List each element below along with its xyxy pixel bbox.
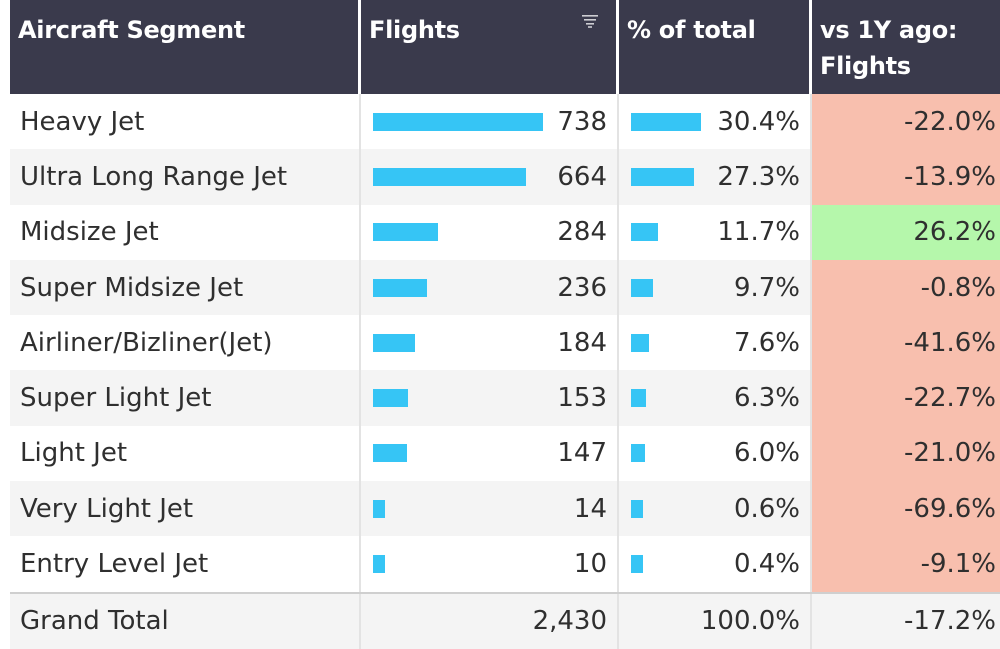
- flights-bar: [373, 167, 526, 186]
- header-percent-of-total[interactable]: % of total: [619, 0, 812, 94]
- table-row[interactable]: Light Jet 147 6.0% -21.0%: [10, 425, 1000, 482]
- percent-cell: 0.4%: [619, 536, 812, 592]
- vs-1y-value: -13.9%: [812, 149, 1000, 205]
- segment-name: Entry Level Jet: [10, 536, 361, 592]
- segment-name: Airliner/Bizliner(Jet): [10, 315, 361, 371]
- flights-bar: [373, 499, 385, 518]
- percent-value: 0.6%: [733, 493, 800, 524]
- vs-1y-value: -22.0%: [812, 94, 1000, 150]
- segment-name: Ultra Long Range Jet: [10, 149, 361, 205]
- segment-name: Very Light Jet: [10, 481, 361, 537]
- flights-cell: 14: [361, 481, 619, 537]
- percent-cell: 6.0%: [619, 425, 812, 482]
- segment-name: Light Jet: [10, 425, 361, 482]
- percent-bar: [631, 555, 643, 574]
- flights-value: 284: [557, 217, 607, 248]
- vs-1y-value: -21.0%: [812, 425, 1000, 482]
- flights-value: 738: [557, 106, 607, 137]
- percent-cell: 7.6%: [619, 315, 812, 371]
- table-row[interactable]: Very Light Jet 14 0.6% -69.6%: [10, 481, 1000, 537]
- percent-bar: [631, 167, 694, 186]
- header-aircraft-segment[interactable]: Aircraft Segment: [10, 0, 361, 94]
- flights-bar: [373, 333, 416, 352]
- flights-value: 14: [573, 493, 607, 524]
- table-header: Aircraft Segment Flights % of total vs 1…: [10, 0, 1000, 94]
- flights-cell: 153: [361, 370, 619, 426]
- flights-value: 147: [557, 438, 607, 469]
- total-percent: 100.0%: [619, 593, 812, 649]
- header-vs-1y-ago[interactable]: vs 1Y ago: Flights: [820, 16, 958, 80]
- percent-value: 30.4%: [717, 106, 800, 137]
- percent-value: 6.0%: [733, 438, 800, 469]
- flights-bar: [373, 112, 543, 131]
- percent-value: 6.3%: [733, 383, 800, 414]
- vs-1y-value: -9.1%: [812, 536, 1000, 592]
- percent-value: 27.3%: [717, 161, 800, 192]
- percent-cell: 30.4%: [619, 94, 812, 150]
- flights-bar: [373, 278, 428, 297]
- flights-value: 10: [573, 549, 607, 580]
- percent-value: 7.6%: [733, 327, 800, 358]
- flights-table: Aircraft Segment Flights % of total vs 1…: [10, 0, 1000, 649]
- table-row[interactable]: Midsize Jet 284 11.7% 26.2%: [10, 204, 1000, 260]
- total-flights: 2,430: [361, 593, 619, 649]
- vs-1y-value: -69.6%: [812, 481, 1000, 537]
- flights-value: 664: [557, 161, 607, 192]
- flights-value: 153: [557, 383, 607, 414]
- table-row[interactable]: Heavy Jet 738 30.4% -22.0%: [10, 94, 1000, 150]
- segment-name: Super Light Jet: [10, 370, 361, 426]
- sort-descending-icon[interactable]: [582, 14, 598, 28]
- vs-1y-value: 26.2%: [812, 204, 1000, 260]
- segment-name: Heavy Jet: [10, 94, 361, 150]
- percent-value: 11.7%: [717, 217, 800, 248]
- percent-cell: 0.6%: [619, 481, 812, 537]
- flights-cell: 664: [361, 149, 619, 205]
- header-flights[interactable]: Flights: [361, 0, 619, 94]
- flights-value: 184: [557, 327, 607, 358]
- percent-cell: 27.3%: [619, 149, 812, 205]
- flights-bar: [373, 555, 385, 574]
- flights-bar: [373, 389, 409, 408]
- table-body: Heavy Jet 738 30.4% -22.0% Ultra Long Range …: [10, 94, 1000, 592]
- flights-cell: 147: [361, 425, 619, 482]
- percent-bar: [631, 278, 654, 297]
- table-row[interactable]: Super Midsize Jet 236 9.7% -0.8%: [10, 259, 1000, 316]
- flights-value: 236: [557, 272, 607, 303]
- grand-total-row: Grand Total 2,430 100.0% -17.2%: [10, 591, 1000, 649]
- vs-1y-value: -22.7%: [812, 370, 1000, 426]
- flights-cell: 738: [361, 94, 619, 150]
- percent-bar: [631, 499, 643, 518]
- percent-cell: 6.3%: [619, 370, 812, 426]
- flights-cell: 10: [361, 536, 619, 592]
- percent-bar: [631, 333, 649, 352]
- flights-cell: 236: [361, 259, 619, 316]
- flights-bar: [373, 444, 407, 463]
- segment-name: Super Midsize Jet: [10, 259, 361, 316]
- table-row[interactable]: Ultra Long Range Jet 664 27.3% -13.9%: [10, 149, 1000, 205]
- percent-cell: 11.7%: [619, 204, 812, 260]
- percent-bar: [631, 389, 646, 408]
- flights-bar: [373, 223, 439, 242]
- percent-bar: [631, 223, 658, 242]
- flights-cell: 284: [361, 204, 619, 260]
- percent-value: 9.7%: [733, 272, 800, 303]
- percent-value: 0.4%: [733, 549, 800, 580]
- flights-cell: 184: [361, 315, 619, 371]
- vs-1y-value: -0.8%: [812, 259, 1000, 316]
- percent-bar: [631, 112, 701, 131]
- table-row[interactable]: Airliner/Bizliner(Jet) 184 7.6% -41.6%: [10, 315, 1000, 371]
- table-row[interactable]: Entry Level Jet 10 0.4% -9.1%: [10, 536, 1000, 592]
- total-label: Grand Total: [10, 593, 361, 649]
- percent-cell: 9.7%: [619, 259, 812, 316]
- vs-1y-value: -41.6%: [812, 315, 1000, 371]
- segment-name: Midsize Jet: [10, 204, 361, 260]
- total-vs-1y: -17.2%: [904, 606, 996, 637]
- table-row[interactable]: Super Light Jet 153 6.3% -22.7%: [10, 370, 1000, 426]
- percent-bar: [631, 444, 645, 463]
